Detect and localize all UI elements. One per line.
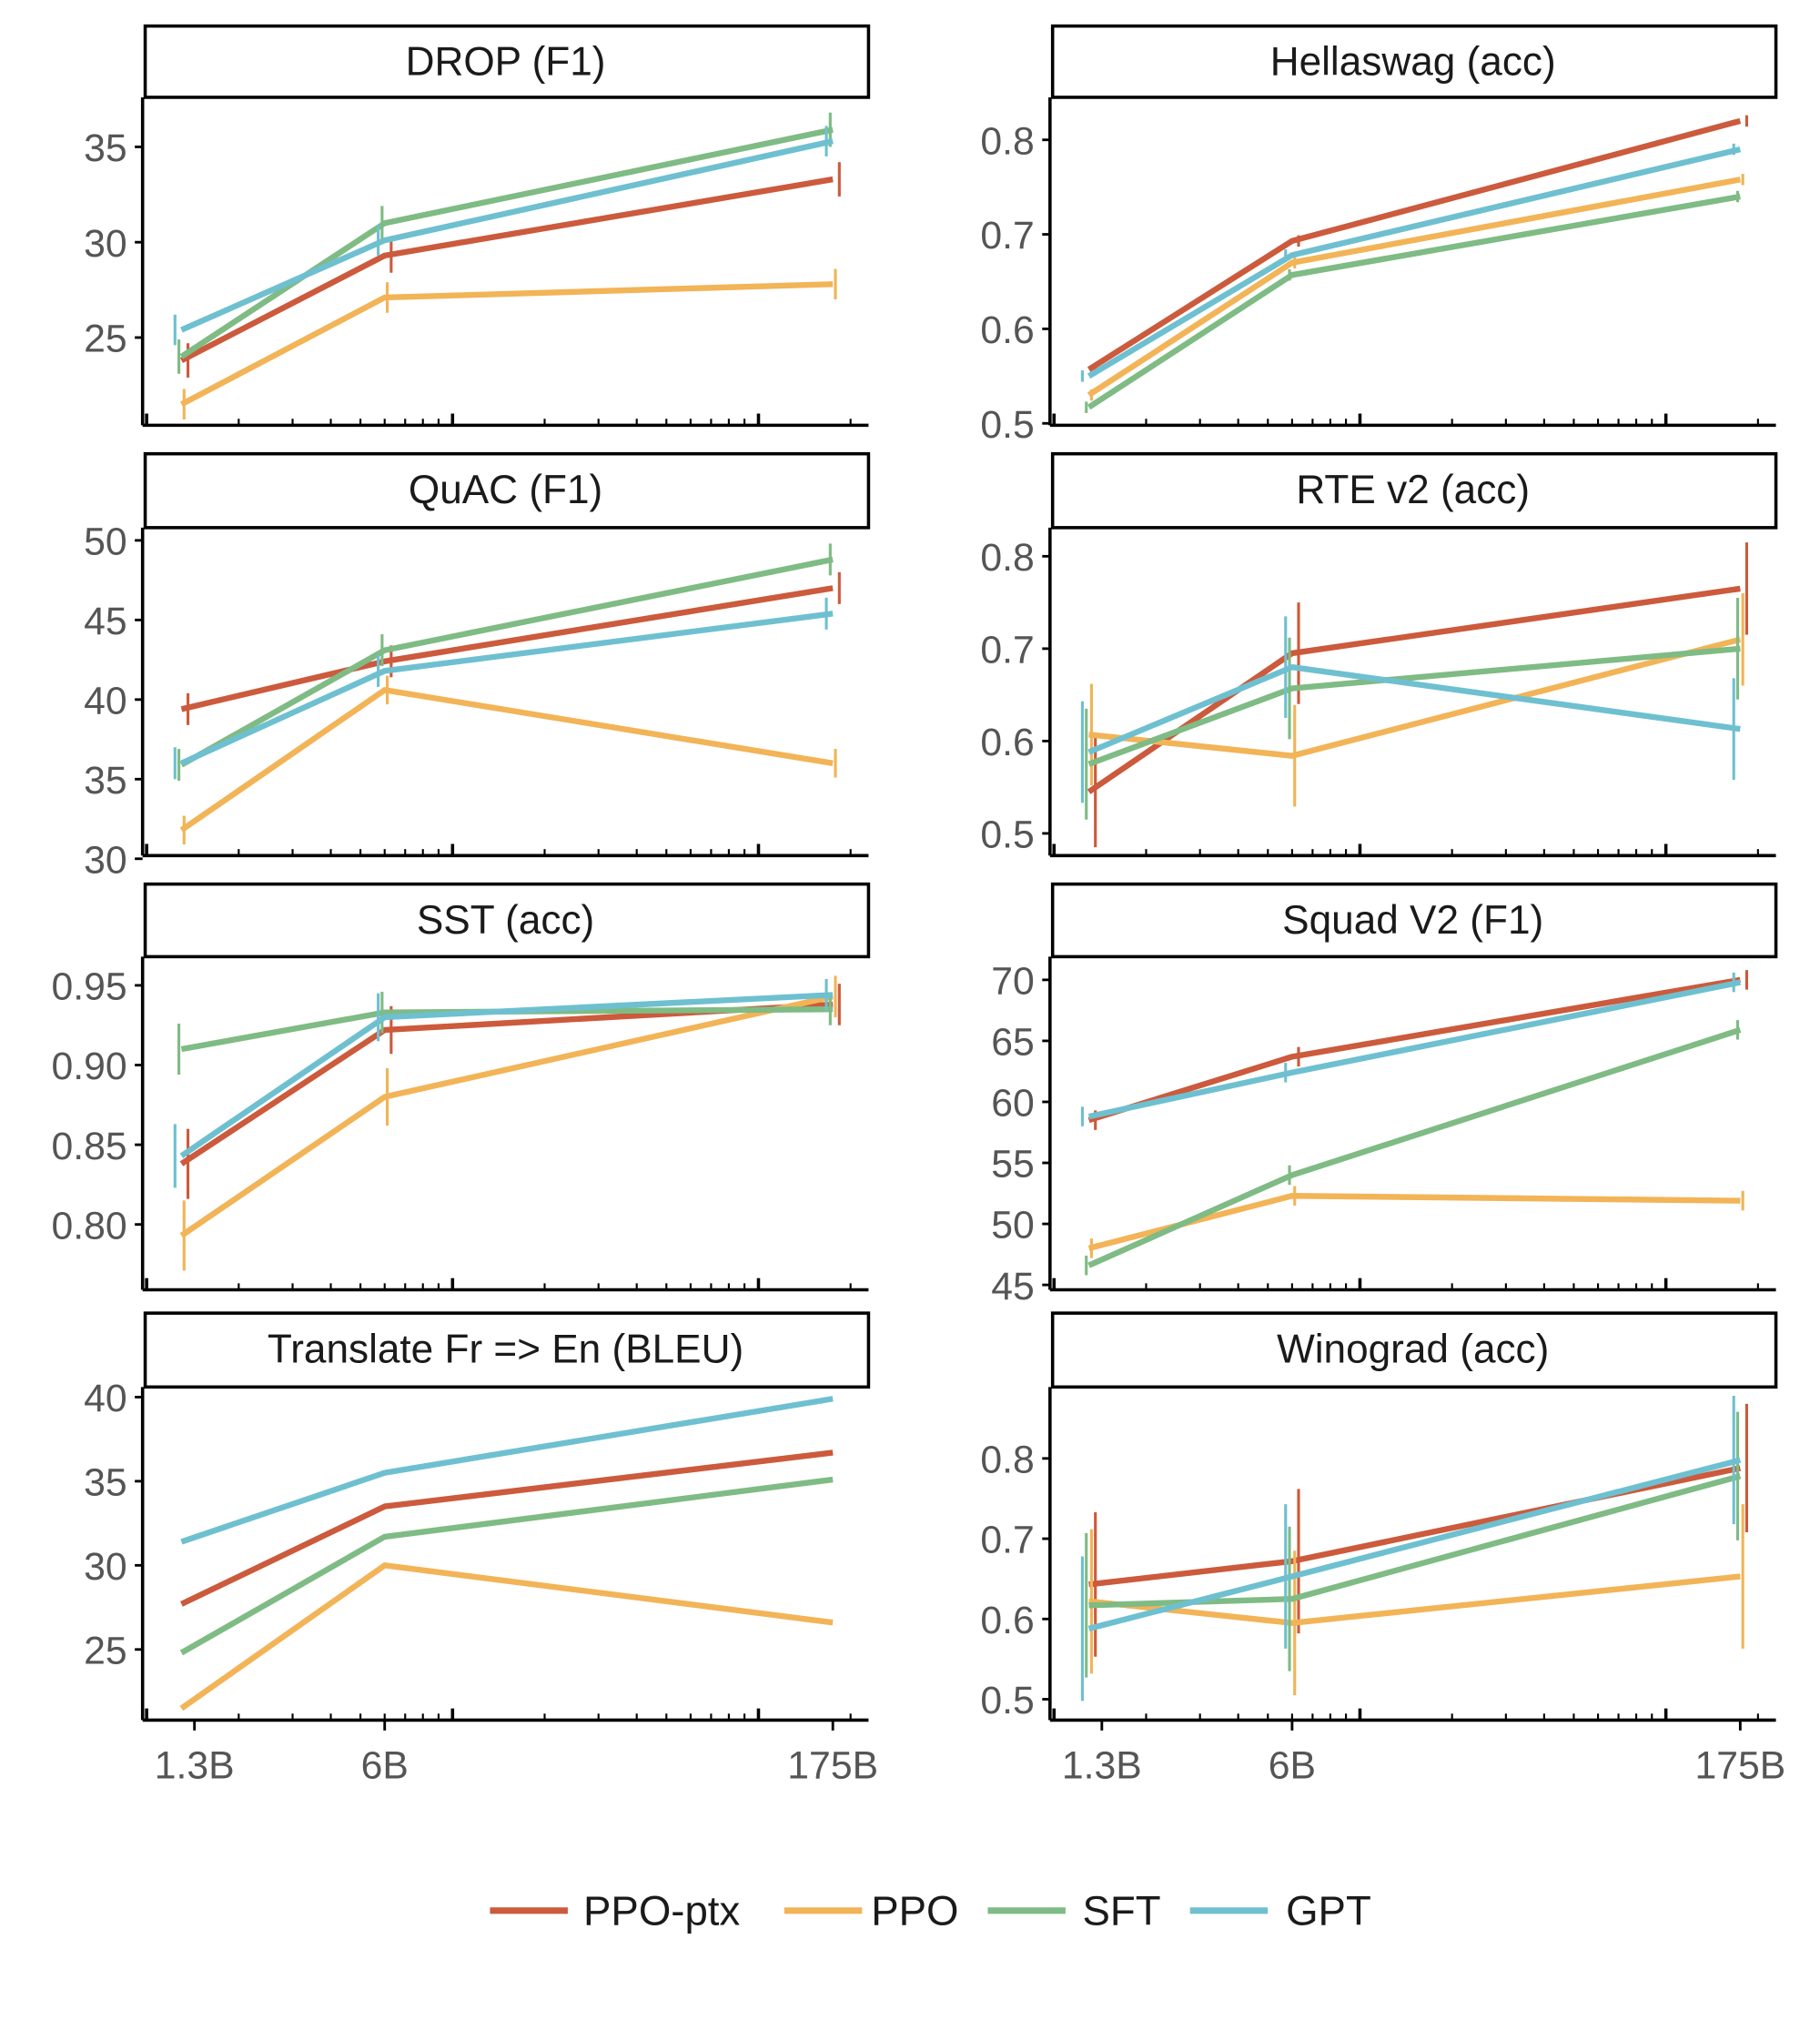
panel-2: QuAC (F1) 30 35 40 45 50 xyxy=(84,451,871,882)
series-line-ppo xyxy=(179,1562,834,1712)
y-tick-label: 0.8 xyxy=(980,1439,1034,1482)
y-tick-label: 0.7 xyxy=(980,1519,1034,1562)
series-line-ppo xyxy=(1087,1193,1741,1252)
y-tick-label: 0.7 xyxy=(980,214,1034,258)
series-line-gpt xyxy=(1087,146,1742,379)
series-line-sft xyxy=(1087,1026,1742,1268)
x-tick-label: 1.3B xyxy=(1062,1744,1142,1788)
series-line-ppo-ptx xyxy=(179,1001,834,1166)
y-tick-label: 25 xyxy=(84,1629,127,1672)
panel-header xyxy=(143,882,871,959)
series-line-sft xyxy=(179,1476,834,1656)
panel-header xyxy=(1050,1311,1778,1389)
legend-label: PPO-ptx xyxy=(583,1888,740,1934)
series-line-ppo-ptx xyxy=(180,585,834,712)
y-tick-label: 0.8 xyxy=(980,536,1034,580)
series-line-ppo xyxy=(179,994,834,1238)
panel-header xyxy=(1050,24,1778,99)
series-line-sft xyxy=(1087,645,1741,767)
y-tick-label: 40 xyxy=(84,1377,127,1420)
y-tick-label: 50 xyxy=(991,1204,1035,1247)
panel-title: Squad V2 (F1) xyxy=(1282,898,1543,943)
panel-5: Squad V2 (F1) 45 50 55 60 65 70 xyxy=(991,882,1778,1308)
series-line-ppo xyxy=(1087,177,1741,398)
y-tick-label: 0.6 xyxy=(980,1599,1034,1642)
series-line-ppo xyxy=(179,687,834,833)
legend-label: SFT xyxy=(1082,1888,1160,1934)
y-tick-label: 0.5 xyxy=(980,403,1034,447)
y-tick-label: 0.80 xyxy=(51,1204,126,1247)
y-tick-label: 0.6 xyxy=(980,308,1034,352)
x-tick-label: 6B xyxy=(1269,1744,1316,1788)
y-tick-label: 0.8 xyxy=(980,119,1034,163)
panel-header xyxy=(143,24,871,99)
y-tick-label: 0.5 xyxy=(980,1679,1034,1722)
panel-title: Translate Fr => En (BLEU) xyxy=(268,1327,743,1371)
panel-1: Hellaswag (acc) 0.5 0.6 0.7 0.8 xyxy=(980,24,1778,447)
y-tick-label: 65 xyxy=(991,1021,1035,1065)
series-line-ppo-ptx xyxy=(179,176,834,363)
series-line-sft xyxy=(180,1005,834,1053)
series-line-gpt xyxy=(1087,663,1741,755)
series-line-gpt xyxy=(180,1396,834,1545)
y-tick-label: 60 xyxy=(991,1082,1035,1126)
series-line-gpt xyxy=(179,992,834,1159)
series-line-gpt xyxy=(1087,1457,1742,1631)
y-tick-label: 30 xyxy=(84,222,127,266)
panel-7: Winograd (acc) 0.5 0.6 0.7 0.8 1.3B 6B 175B xyxy=(980,1311,1785,1788)
series-line-ppo-ptx xyxy=(1087,117,1742,372)
legend: PPO-ptx PPO SFT GPT xyxy=(490,1888,1371,1934)
panel-header xyxy=(1050,451,1778,530)
x-tick-label: 6B xyxy=(361,1744,409,1788)
y-tick-label: 0.85 xyxy=(51,1125,126,1168)
series-line-sft xyxy=(1088,1473,1742,1609)
y-tick-label: 0.90 xyxy=(51,1045,126,1088)
panel-header xyxy=(143,451,871,530)
series-line-gpt xyxy=(180,611,834,766)
x-tick-label: 175B xyxy=(787,1744,878,1788)
legend-label: PPO xyxy=(871,1888,958,1934)
legend-label: GPT xyxy=(1286,1888,1371,1934)
y-tick-label: 45 xyxy=(991,1265,1035,1308)
panel-title: QuAC (F1) xyxy=(409,468,602,512)
panel-header xyxy=(1050,882,1778,959)
series-line-sft xyxy=(1087,193,1741,410)
y-tick-label: 50 xyxy=(84,520,127,564)
y-tick-label: 0.6 xyxy=(980,721,1034,764)
series-line-sft xyxy=(179,556,834,768)
x-tick-label: 175B xyxy=(1694,1744,1785,1788)
panel-3: RTE v2 (acc) 0.5 0.6 0.7 0.8 xyxy=(980,451,1778,858)
series-line-gpt xyxy=(1087,979,1741,1120)
y-tick-label: 35 xyxy=(84,759,127,803)
series-line-sft xyxy=(179,126,834,359)
panel-title: Winograd (acc) xyxy=(1277,1327,1549,1371)
y-tick-label: 0.5 xyxy=(980,813,1034,857)
panel-0: DROP (F1) 25 30 35 xyxy=(84,24,871,428)
y-tick-label: 35 xyxy=(84,126,127,170)
y-tick-label: 55 xyxy=(991,1143,1035,1187)
series-line-ppo-ptx xyxy=(1087,585,1741,794)
y-tick-label: 45 xyxy=(84,600,127,643)
series-line-gpt xyxy=(180,138,834,333)
y-tick-label: 0.95 xyxy=(51,965,126,1009)
panel-6: Translate Fr => En (BLEU) 25 30 35 40 1.3B 6B 1… xyxy=(84,1311,878,1788)
panel-title: DROP (F1) xyxy=(406,40,606,85)
panel-4: SST (acc) 0.80 0.85 0.90 0.95 xyxy=(51,882,871,1292)
y-tick-label: 35 xyxy=(84,1461,127,1505)
y-tick-label: 25 xyxy=(84,318,127,361)
panel-title: SST (acc) xyxy=(417,898,594,943)
series-line-ppo-ptx xyxy=(180,1449,834,1607)
panel-title: RTE v2 (acc) xyxy=(1296,468,1530,512)
y-tick-label: 70 xyxy=(991,960,1035,1004)
y-tick-label: 30 xyxy=(84,1545,127,1589)
panel-header xyxy=(143,1311,871,1389)
y-tick-label: 0.7 xyxy=(980,629,1034,672)
y-tick-label: 30 xyxy=(84,838,127,882)
panel-title: Hellaswag (acc) xyxy=(1270,40,1556,85)
series-line-ppo xyxy=(179,281,834,408)
y-tick-label: 40 xyxy=(84,680,127,723)
x-tick-label: 1.3B xyxy=(155,1744,235,1788)
